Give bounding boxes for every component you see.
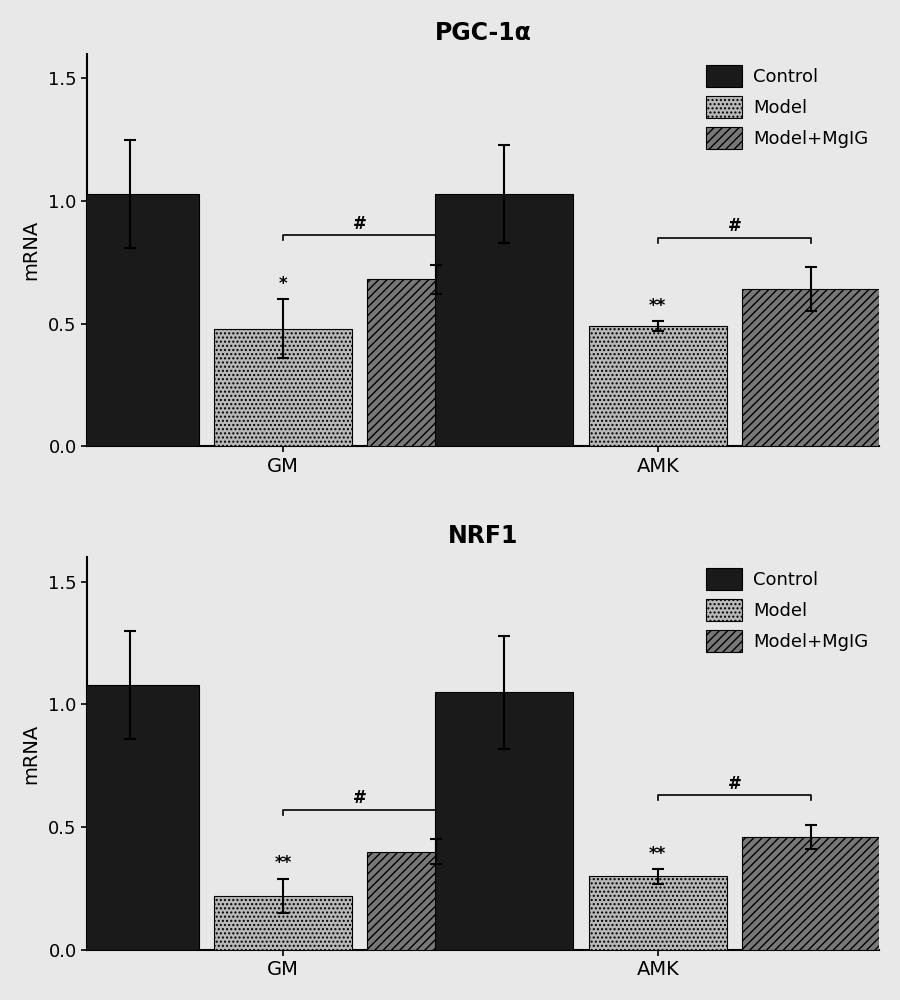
Text: #: # <box>353 789 366 807</box>
Bar <box>214 896 352 950</box>
Title: NRF1: NRF1 <box>448 524 518 548</box>
Text: #: # <box>727 775 742 793</box>
Bar <box>367 852 505 950</box>
Bar <box>742 837 880 950</box>
Legend: Control, Model, Model+MgIG: Control, Model, Model+MgIG <box>699 57 876 156</box>
Text: **: ** <box>274 854 292 872</box>
Y-axis label: mRNA: mRNA <box>21 723 40 784</box>
Bar <box>589 876 726 950</box>
Text: #: # <box>727 217 742 235</box>
Bar <box>61 685 199 950</box>
Bar <box>214 329 352 446</box>
Bar <box>436 194 573 446</box>
Text: **: ** <box>649 297 666 315</box>
Text: #: # <box>353 215 366 233</box>
Bar <box>436 692 573 950</box>
Bar <box>367 279 505 446</box>
Text: *: * <box>279 275 287 293</box>
Bar <box>742 289 880 446</box>
Title: PGC-1α: PGC-1α <box>435 21 532 45</box>
Legend: Control, Model, Model+MgIG: Control, Model, Model+MgIG <box>699 561 876 659</box>
Bar <box>589 326 726 446</box>
Text: **: ** <box>649 845 666 863</box>
Bar <box>61 194 199 446</box>
Y-axis label: mRNA: mRNA <box>21 220 40 280</box>
